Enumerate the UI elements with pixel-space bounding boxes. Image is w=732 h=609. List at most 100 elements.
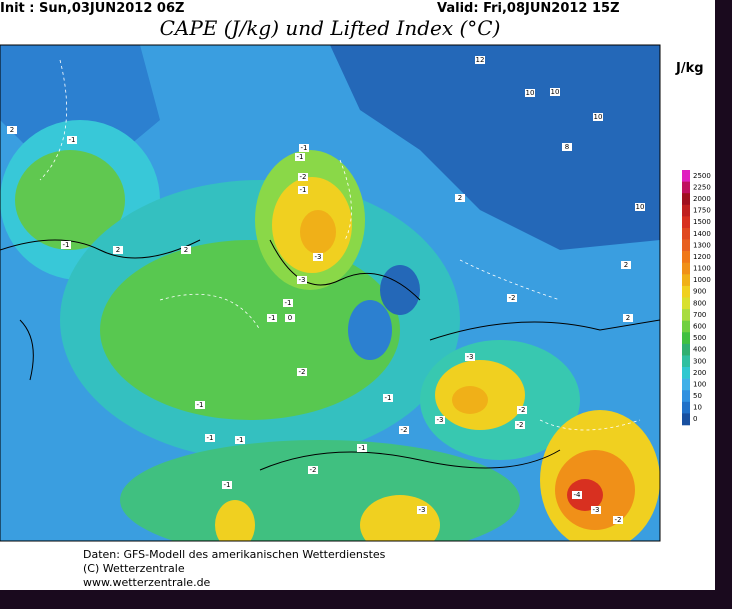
init-time: Init : Sun,03JUN2012 06Z [0, 1, 184, 16]
contour-label-box [113, 246, 123, 254]
contour-label: 12 [476, 56, 485, 64]
legend-level: 2000 [693, 195, 711, 203]
contour-label: -2 [401, 426, 408, 434]
cape-area [15, 150, 125, 250]
contour-label-box [308, 466, 318, 474]
contour-label-box [313, 253, 323, 261]
contour-label-box [635, 203, 645, 211]
contour-label-box [267, 314, 277, 322]
contour-label: -2 [310, 466, 317, 474]
contour-label: 2 [458, 194, 462, 202]
contour-label: -2 [300, 173, 307, 181]
legend-swatch [682, 227, 690, 240]
legend-swatch [682, 262, 690, 275]
contour-label-box [297, 276, 307, 284]
contour-label-box [298, 186, 308, 194]
legend-swatch [682, 216, 690, 229]
contour-label: -2 [517, 421, 524, 429]
contour-label: -2 [615, 516, 622, 524]
contour-label: 2 [624, 261, 628, 269]
contour-label-box [61, 241, 71, 249]
contour-label-box [517, 406, 527, 414]
contour-label: -2 [299, 368, 306, 376]
legend-swatch [682, 204, 690, 217]
legend-level: 10 [693, 404, 702, 412]
contour-label: -2 [509, 294, 516, 302]
contour-label-box [235, 436, 245, 444]
legend-swatch [682, 320, 690, 333]
contour-label: -1 [63, 241, 70, 249]
legend-level: 0 [693, 415, 697, 423]
contour-label: -1 [385, 394, 392, 402]
contour-label: 2 [10, 126, 14, 134]
footer-line: Daten: GFS-Modell des amerikanischen Wet… [83, 548, 386, 561]
contour-label: 2 [184, 246, 188, 254]
legend-swatch [682, 343, 690, 356]
legend-swatch [682, 193, 690, 206]
contour-label: 8 [565, 143, 569, 151]
contour-label: -4 [574, 491, 582, 499]
map-frame [0, 44, 661, 542]
legend-level: 50 [693, 392, 702, 400]
legend-level: 1200 [693, 253, 711, 261]
map-title: CAPE (J/kg) und Lifted Index (°C) [160, 16, 501, 40]
legend-level: 2250 [693, 183, 711, 191]
contour-label: 2 [116, 246, 120, 254]
contour-label-box [465, 353, 475, 361]
contour-label-box [283, 299, 293, 307]
contour-label-box [181, 246, 191, 254]
contour-label-box [550, 88, 560, 96]
legend-level: 800 [693, 299, 706, 307]
contour-label-box [621, 261, 631, 269]
contour-label: -1 [300, 186, 307, 194]
contour-label-box [195, 401, 205, 409]
contour-label: -1 [269, 314, 276, 322]
legend-swatch [682, 309, 690, 321]
right-border [715, 0, 732, 609]
cape-area [300, 210, 336, 254]
legend-swatch [682, 355, 690, 368]
contour-label-box [623, 314, 633, 322]
contour-label: -2 [519, 406, 526, 414]
legend-level: 700 [693, 311, 706, 319]
contour-label: -3 [419, 506, 426, 514]
contour-label-box [297, 368, 307, 376]
legend-level: 1000 [693, 276, 711, 284]
low-cape-area [348, 300, 392, 360]
contour-label-box [562, 143, 572, 151]
contour-label: -3 [315, 253, 322, 261]
legend-swatch [682, 251, 690, 264]
contour-label-box [67, 136, 77, 144]
contour-label-box [383, 394, 393, 402]
contour-label-box [613, 516, 623, 524]
contour-label-box [593, 113, 603, 121]
legend-swatch [682, 285, 690, 298]
legend-level: 100 [693, 380, 706, 388]
contour-label: -1 [69, 136, 76, 144]
contour-label: -1 [301, 144, 308, 152]
legend-swatch [682, 390, 690, 403]
contour-label: 2 [626, 314, 630, 322]
contour-label: 10 [594, 113, 603, 121]
legend-level: 1500 [693, 218, 711, 226]
cape-area [452, 386, 488, 414]
contour-label-box [205, 434, 215, 442]
legend-level: 200 [693, 369, 706, 377]
legend-level: 300 [693, 357, 706, 365]
contour-label-box [435, 416, 445, 424]
legend-swatch [682, 170, 690, 182]
contour-label-box [515, 421, 525, 429]
legend-level: 2500 [693, 172, 711, 180]
contour-label: -3 [437, 416, 444, 424]
contour-label-box [591, 506, 601, 514]
contour-label: 10 [636, 203, 645, 211]
contour-label-box [298, 173, 308, 181]
contour-label-box [455, 194, 465, 202]
contour-label: -3 [467, 353, 474, 361]
footer-line: www.wetterzentrale.de [83, 576, 211, 589]
contour-label: -1 [237, 436, 244, 444]
footer-line: (C) Wetterzentrale [83, 562, 185, 575]
contour-label-box [417, 506, 427, 514]
